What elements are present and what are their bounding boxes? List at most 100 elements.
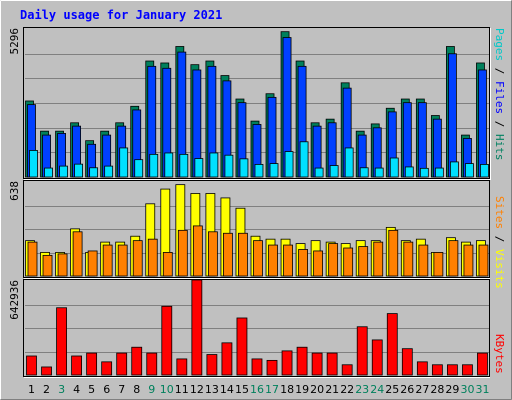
day-label: 28 [430,383,444,396]
legend-sites: Sites [493,196,506,229]
legend-separator: / [493,229,506,249]
pages-bar [224,154,234,178]
day-label: 1 [28,383,35,396]
files-bar [448,53,457,178]
kbytes-bar [401,348,413,376]
kbytes-bar [206,354,218,376]
sites-bar [373,241,384,277]
chart-title: Daily usage for January 2021 [20,8,222,22]
day-label: 9 [148,383,155,396]
sites-bar [253,240,263,277]
sites-bar [147,238,158,277]
day-label: 4 [73,383,80,396]
kbytes-bar [326,352,338,376]
kbytes-bar [71,355,82,376]
kbytes-bar [236,317,248,376]
day-label: 10 [160,383,174,396]
pages-bar [89,167,99,178]
kbytes-bar [281,350,293,376]
legend-visits: Visits [493,249,506,289]
kbytes-bar [161,305,173,376]
pages-bar [194,158,204,178]
sites-bar [403,241,414,277]
kbytes-bar [431,364,443,376]
day-label: 29 [445,383,459,396]
day-label: 3 [58,383,65,396]
files-bar [478,69,487,178]
day-label: 30 [461,383,475,396]
pages-bar [450,161,459,178]
pages-bar [344,147,354,178]
files-bar [402,102,412,178]
sites-bar [117,244,128,277]
pages-bar [149,153,159,178]
day-label: 27 [415,383,429,396]
kbytes-bar [341,364,353,376]
sites-visits-panel: 638 Sites / Visits [8,180,506,289]
kbytes-bar [266,359,278,376]
day-label: 25 [385,383,399,396]
sites-bar [177,229,188,277]
pages-bar [209,152,219,178]
day-label: 13 [205,383,219,396]
sites-bar [87,250,98,277]
y-max-label: 5296 [8,28,21,55]
kbytes-bar [447,364,458,376]
sites-bar [132,240,143,277]
pages-bar [104,165,114,178]
sites-bar [57,253,68,277]
sites-bar [433,252,444,277]
y-max-label: 638 [8,181,21,201]
day-label: 17 [265,383,279,396]
kbytes-bar [131,346,143,376]
kbytes-bar [477,352,488,376]
kbytes-panel: 642936 KBytes [8,279,506,378]
sites-bar [162,252,173,277]
kbytes-bar [191,279,203,376]
kbytes-bar [371,339,383,376]
sites-bar [358,246,369,277]
pages-bar [269,163,279,178]
x-axis-day-labels: 1 2 3 4 5 6 7 8 9 10 11 12 13 14 15 16 17 18 19 20 21 22 23 24 2… [28,383,490,396]
day-label: 20 [310,383,324,396]
day-label: 21 [325,383,339,396]
pages-bar [119,147,129,178]
pages-bar [465,163,474,178]
sites-bar [343,247,354,277]
pages-bar [329,165,339,178]
day-label: 7 [118,383,125,396]
pages-bar [29,150,38,178]
kbytes-bar [101,361,113,376]
kbytes-bar [386,313,398,376]
sites-bar [223,232,233,277]
kbytes-bar [462,364,473,376]
pages-bar [239,158,249,178]
kbytes-bar [41,366,52,376]
legend-pages: Pages [493,28,506,61]
sites-bar [42,254,53,277]
day-label: 16 [250,383,264,396]
kbytes-bar [146,352,158,376]
pages-bar [389,157,399,178]
pages-bar [134,159,144,178]
day-label: 8 [133,383,140,396]
pages-bar [404,166,414,178]
legend-separator: / [493,114,506,134]
y-max-label: 642936 [8,280,21,320]
pages-bar [374,167,384,178]
legend-kbytes: KBytes [493,334,506,374]
kbytes-bar [26,355,37,376]
day-label: 31 [476,383,490,396]
sites-bar [268,244,278,277]
pages-bar [434,167,444,178]
sites-bar [102,244,113,277]
sites-bar [418,244,429,277]
day-label: 6 [103,383,110,396]
pages-bar [480,164,489,178]
sites-bar [192,225,203,277]
day-label: 12 [190,383,204,396]
sites-bar [72,231,83,277]
hits-files-pages-panel: 5296 Pages / Files / Hits [8,27,506,180]
files-bar [417,102,427,178]
